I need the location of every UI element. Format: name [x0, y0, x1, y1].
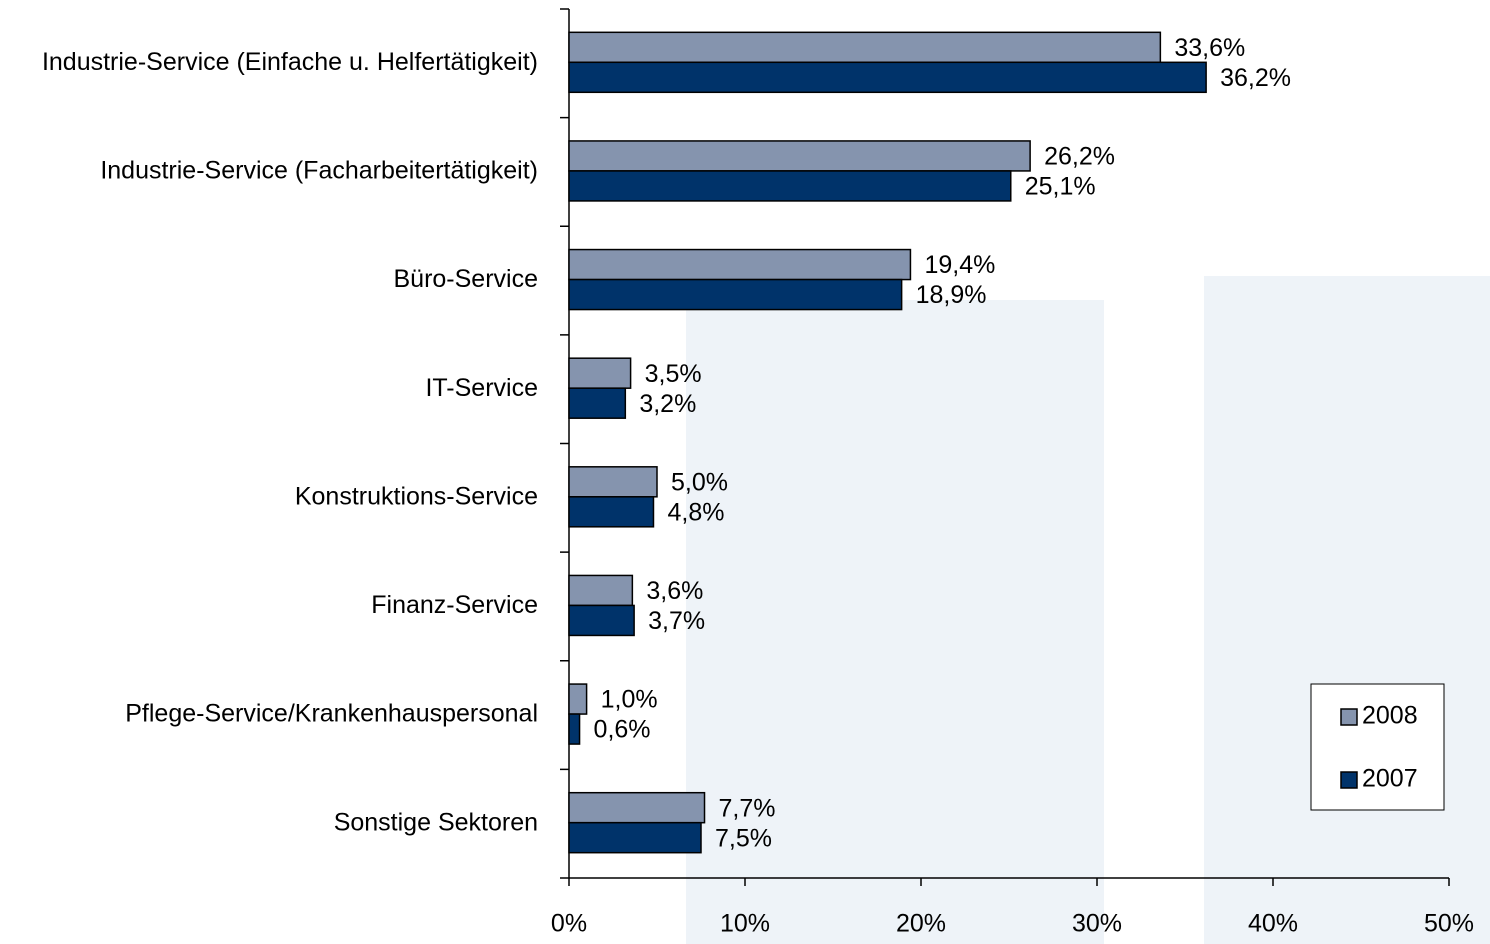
bar — [568, 574, 634, 607]
y-tick-label: Büro-Service — [394, 265, 539, 293]
data-label: 25,1% — [1025, 173, 1096, 201]
legend-label: 2008 — [1362, 702, 1418, 730]
data-label: 19,4% — [924, 251, 995, 279]
legend-box — [1310, 683, 1445, 811]
x-tick-label: 40% — [1248, 910, 1298, 938]
y-tick-label: Industrie-Service (Einfache u. Helfertät… — [42, 48, 538, 76]
bar — [568, 170, 1012, 202]
data-label: 1,0% — [601, 686, 658, 714]
data-label: 26,2% — [1044, 143, 1115, 171]
bar — [568, 61, 1207, 94]
bar — [568, 387, 627, 419]
bar — [568, 31, 1162, 64]
data-label: 0,6% — [594, 716, 651, 744]
bar — [568, 791, 706, 824]
data-label: 5,0% — [671, 468, 728, 496]
watermark — [686, 276, 1490, 944]
x-tick-label: 50% — [1424, 910, 1474, 938]
data-label: 4,8% — [667, 498, 724, 526]
bar — [568, 466, 658, 498]
bar — [568, 248, 912, 281]
bar — [568, 604, 635, 637]
legend-swatch — [1340, 771, 1358, 789]
data-label: 36,2% — [1220, 64, 1291, 92]
legend-swatch — [1340, 708, 1358, 726]
bar — [568, 683, 588, 715]
x-tick-label: 30% — [1072, 910, 1122, 938]
watermark-shape — [1204, 276, 1490, 944]
data-label: 33,6% — [1174, 34, 1245, 62]
data-label: 18,9% — [916, 281, 987, 309]
y-tick-label: IT-Service — [425, 374, 538, 402]
bar — [568, 496, 655, 528]
legend-label: 2007 — [1362, 765, 1418, 793]
bar — [568, 713, 581, 745]
bar — [568, 821, 702, 854]
watermark-shape — [686, 300, 1104, 944]
data-label: 3,6% — [646, 577, 703, 605]
bar — [568, 357, 632, 389]
x-tick-label: 10% — [720, 910, 770, 938]
bar — [568, 140, 1031, 172]
data-label: 7,5% — [715, 824, 772, 852]
data-label: 3,5% — [645, 360, 702, 388]
data-label: 3,2% — [639, 390, 696, 418]
data-label: 3,7% — [648, 607, 705, 635]
x-tick-label: 0% — [551, 910, 587, 938]
y-tick-label: Pflege-Service/Krankenhauspersonal — [125, 700, 538, 728]
y-tick-label: Konstruktions-Service — [295, 482, 538, 510]
y-tick-label: Industrie-Service (Facharbeitertätigkeit… — [100, 157, 538, 185]
x-tick-label: 20% — [896, 910, 946, 938]
legend: 2008 2007 — [1310, 683, 1445, 811]
data-label: 7,7% — [719, 794, 776, 822]
y-tick-label: Sonstige Sektoren — [334, 808, 538, 836]
y-tick-label: Finanz-Service — [371, 591, 538, 619]
bar — [568, 278, 903, 311]
